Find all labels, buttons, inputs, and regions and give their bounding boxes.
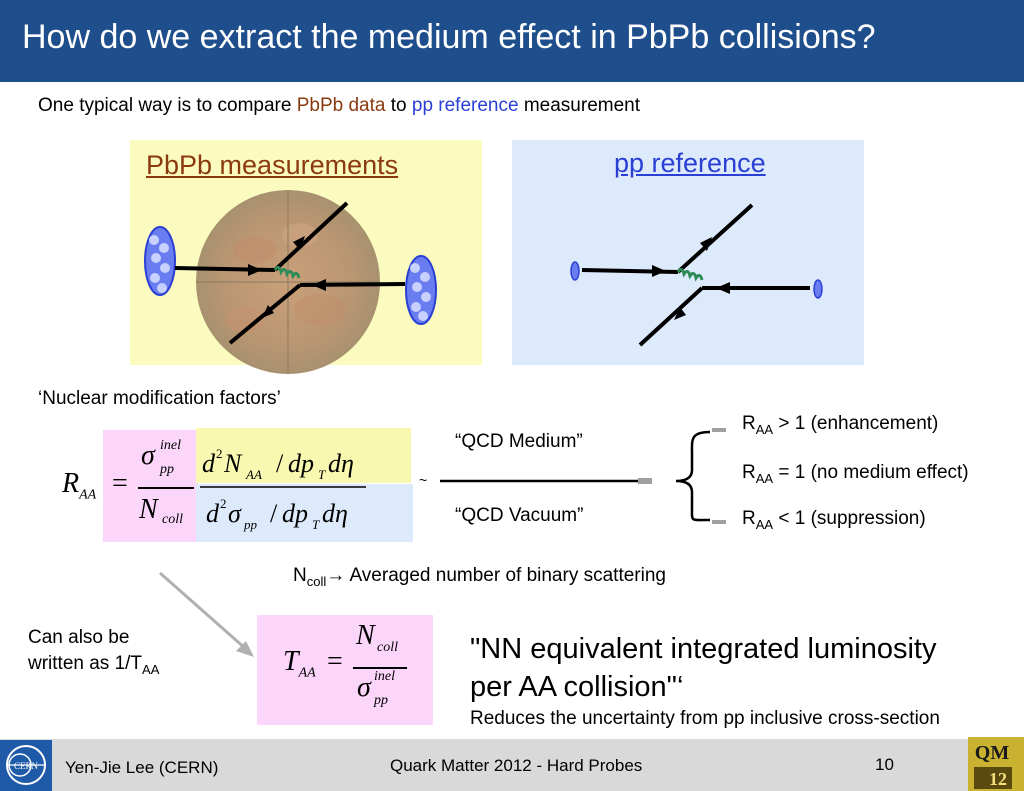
arrow-to-taa [159, 571, 254, 657]
tilde-symbol: ~ [419, 472, 428, 488]
pp-panel-title: pp reference [614, 148, 766, 178]
footer-author: Yen-Jie Lee (CERN) [65, 758, 219, 777]
svg-text:dη: dη [328, 449, 354, 478]
intro-sentence: One typical way is to compare PbPb data … [38, 95, 640, 117]
svg-text:AA: AA [245, 467, 262, 482]
raa-ncoll-sub: coll [162, 512, 183, 527]
taa-equals: = [327, 646, 343, 677]
ncoll-definition: Ncoll→ Averaged number of binary scatter… [293, 565, 666, 589]
raa-ncoll: N [139, 494, 158, 525]
pbpb-gluon-icon [273, 265, 301, 280]
raa-suppression: RAA < 1 (suppression) [742, 508, 926, 532]
taa-num-sub: coll [377, 640, 398, 655]
raa-frac-line-1 [138, 487, 194, 489]
intro-prefix: One typical way is to compare [38, 95, 297, 116]
proton-left-icon [570, 261, 580, 281]
raa-sigma: σ [141, 440, 155, 471]
taa-num: N [356, 620, 375, 651]
svg-text:dp: dp [282, 499, 308, 528]
cern-logo-icon: CERN [0, 740, 52, 791]
quark-matter-logo-icon: QM 12 [968, 737, 1024, 791]
qcd-medium-label: “QCD Medium” [455, 431, 583, 452]
taa-frac-line [353, 667, 407, 669]
svg-text:/: / [276, 449, 284, 478]
nmf-label: ‘Nuclear modification factors’ [38, 388, 281, 409]
intro-suffix: measurement [518, 95, 641, 116]
nucleus-left-icon [144, 226, 176, 296]
formula-yellow-box [196, 428, 411, 483]
slide-title: How do we extract the medium effect in P… [22, 18, 876, 56]
nucleus-right-icon [405, 255, 437, 325]
svg-text:σ: σ [228, 499, 242, 528]
taa-formula-box [257, 615, 433, 725]
intro-pbpb: PbPb data [296, 95, 386, 116]
ratio-bracket-graphic [440, 428, 726, 524]
pp-arrowheads [652, 237, 730, 320]
luminosity-quote: "NN equivalent integrated luminosity per … [470, 633, 937, 703]
svg-text:/: / [270, 499, 278, 528]
proton-right-icon [813, 279, 823, 299]
svg-text:2: 2 [220, 496, 227, 511]
svg-text:2: 2 [216, 446, 223, 461]
pp-gluon-icon [676, 267, 704, 282]
taa-den-sup: inel [374, 669, 395, 684]
taa-den: σ [357, 672, 371, 703]
right-arrow-icon: → [326, 565, 346, 586]
pbpb-panel-title: PbPb measurements [146, 150, 399, 180]
svg-text:T: T [318, 467, 326, 482]
title-bar [0, 0, 1024, 82]
raa-lhs: RAA [62, 468, 97, 503]
svg-text:T: T [312, 517, 320, 532]
footer-conference: Quark Matter 2012 - Hard Probes [390, 756, 643, 775]
formula-blue-box [196, 484, 413, 542]
taa-den-sub: pp [374, 693, 388, 708]
medium-disc [196, 190, 380, 374]
svg-text:dp: dp [288, 449, 314, 478]
svg-text:QM: QM [975, 742, 1010, 764]
svg-text:pp: pp [243, 517, 258, 532]
svg-text:d: d [206, 499, 220, 528]
pbpb-arrowheads [248, 236, 326, 318]
raa-sigma-sub: pp [160, 462, 174, 477]
svg-text:d: d [202, 449, 216, 478]
taa-lhs: TAA [283, 646, 316, 681]
reduces-note: Reduces the uncertainty from pp inclusiv… [470, 708, 940, 729]
formula-pink-box [103, 430, 198, 542]
raa-sigma-sup: inel [160, 438, 181, 453]
qcd-vacuum-label: “QCD Vacuum” [455, 505, 584, 526]
svg-text:dη: dη [322, 499, 348, 528]
svg-text:N: N [223, 449, 243, 478]
raa-enhancement: RAA > 1 (enhancement) [742, 413, 939, 437]
page-number: 10 [875, 755, 894, 774]
also-written-note: Can also be written as 1/TAA [28, 627, 160, 677]
svg-text:CERN: CERN [14, 761, 39, 771]
intro-pp: pp reference [411, 95, 519, 116]
raa-equals: = [112, 468, 128, 499]
svg-text:12: 12 [989, 769, 1007, 789]
intro-mid: to [385, 95, 412, 116]
footer-bar [0, 739, 1024, 791]
pp-panel [512, 140, 864, 365]
raa-main-fraction: d 2 N AA / dp T dη d 2 σ pp / dp T dη [200, 446, 366, 532]
raa-no-effect: RAA = 1 (no medium effect) [742, 462, 969, 486]
